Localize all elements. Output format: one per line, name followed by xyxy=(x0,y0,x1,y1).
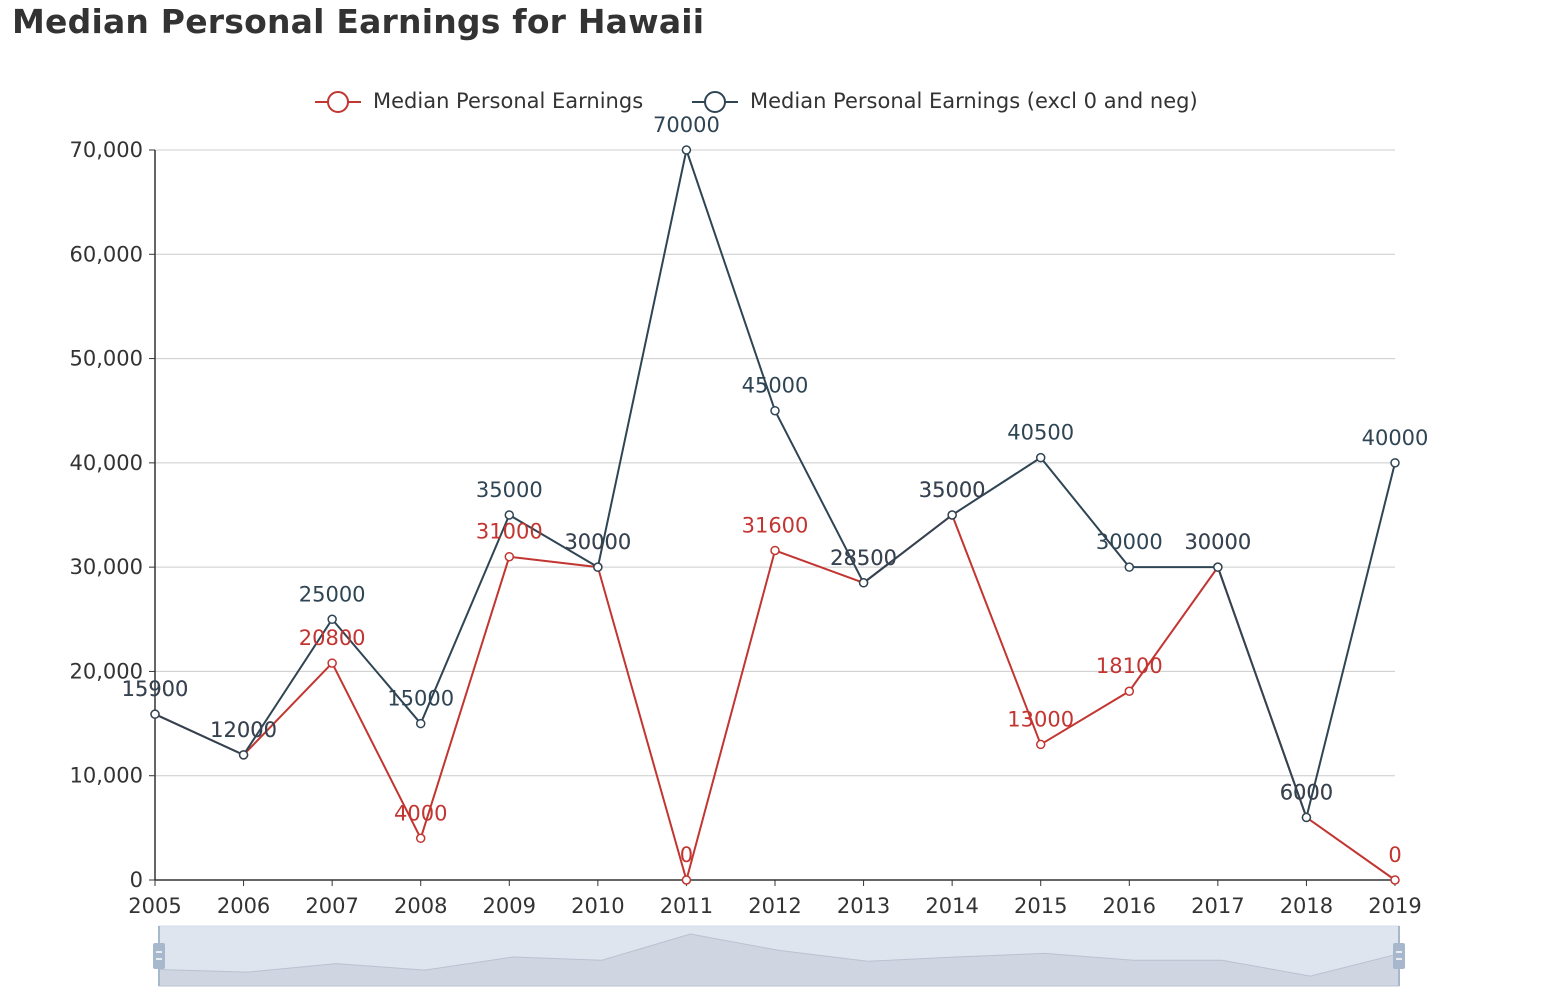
data-zoom-slider[interactable] xyxy=(153,925,1405,987)
data-point[interactable] xyxy=(681,145,692,155)
series-points xyxy=(150,145,1400,885)
x-tick-label: 2012 xyxy=(748,894,801,918)
data-label: 15900 xyxy=(122,677,189,701)
x-tick-label: 2006 xyxy=(217,894,270,918)
data-label: 31000 xyxy=(476,520,543,544)
x-axis: 2005 2006 2007 2008 2009 2010 2011 2012 2013 2014… xyxy=(128,879,1422,918)
drag-handle-icon xyxy=(153,943,165,969)
x-tick-label: 2013 xyxy=(837,894,890,918)
legend-marker-icon xyxy=(327,91,349,113)
data-label: 35000 xyxy=(919,478,986,502)
y-tick-label: 50,000 xyxy=(70,347,143,371)
data-label: 30000 xyxy=(564,530,631,554)
legend-item-1[interactable]: Median Personal Earnings xyxy=(315,89,643,113)
data-point[interactable] xyxy=(238,750,249,760)
data-labels: 15900 12000 20800 4000 31000 30000 0 31600 28500… xyxy=(122,113,1429,867)
data-point[interactable] xyxy=(327,614,337,625)
y-tick-label: 0 xyxy=(130,868,143,892)
data-label: 12000 xyxy=(210,718,277,742)
y-tick-label: 70,000 xyxy=(70,138,143,162)
data-label: 35000 xyxy=(919,478,986,502)
data-label: 30000 xyxy=(1096,530,1163,554)
data-label: 35000 xyxy=(476,478,543,502)
legend-item-2[interactable]: Median Personal Earnings (excl 0 and neg… xyxy=(692,89,1198,113)
data-label: 20800 xyxy=(299,626,366,650)
data-point[interactable] xyxy=(1035,739,1046,750)
data-label: 12000 xyxy=(210,718,277,742)
data-label: 15000 xyxy=(387,687,454,711)
y-tick-label: 10,000 xyxy=(70,764,143,788)
data-point[interactable] xyxy=(770,405,780,416)
data-label: 18100 xyxy=(1096,654,1163,678)
data-point[interactable] xyxy=(415,833,426,844)
data-point[interactable] xyxy=(504,510,515,520)
data-point[interactable] xyxy=(681,875,692,885)
data-label: 70000 xyxy=(653,113,720,137)
data-label: 0 xyxy=(1388,843,1401,867)
data-point[interactable] xyxy=(1390,875,1400,885)
data-label: 31600 xyxy=(742,513,809,537)
data-label: 13000 xyxy=(1007,707,1074,731)
grid-lines xyxy=(155,149,1395,777)
data-point[interactable] xyxy=(1035,452,1046,463)
data-point[interactable] xyxy=(593,562,603,572)
zoom-handle-left[interactable] xyxy=(153,926,165,986)
data-label: 28500 xyxy=(830,546,897,570)
x-tick-label: 2016 xyxy=(1103,894,1156,918)
zoom-handle-right[interactable] xyxy=(1393,926,1405,986)
series-line-1 xyxy=(154,514,1396,881)
data-point[interactable] xyxy=(415,718,426,729)
y-tick-label: 60,000 xyxy=(70,242,143,266)
x-tick-label: 2017 xyxy=(1191,894,1244,918)
data-point[interactable] xyxy=(1124,562,1135,572)
data-point[interactable] xyxy=(327,658,337,668)
x-tick-label: 2015 xyxy=(1014,894,1067,918)
data-point[interactable] xyxy=(150,709,160,719)
y-tick-label: 30,000 xyxy=(70,555,143,579)
page-title: Median Personal Earnings for Hawaii xyxy=(12,2,705,41)
legend-marker-icon xyxy=(704,91,726,113)
data-point[interactable] xyxy=(1390,458,1400,468)
legend[interactable]: Median Personal Earnings Median Personal … xyxy=(315,89,1198,113)
data-point[interactable] xyxy=(770,545,780,556)
data-label: 25000 xyxy=(299,582,366,606)
x-tick-label: 2005 xyxy=(128,894,181,918)
data-label: 6000 xyxy=(1280,780,1333,804)
data-label: 30000 xyxy=(564,530,631,554)
legend-label: Median Personal Earnings (excl 0 and neg… xyxy=(750,89,1198,113)
x-tick-label: 2009 xyxy=(483,894,536,918)
x-tick-label: 2011 xyxy=(660,894,713,918)
y-tick-label: 40,000 xyxy=(70,451,143,475)
data-label: 30000 xyxy=(1184,530,1251,554)
x-tick-label: 2007 xyxy=(305,894,358,918)
data-label: 28500 xyxy=(830,546,897,570)
x-tick-label: 2018 xyxy=(1280,894,1333,918)
legend-label: Median Personal Earnings xyxy=(373,89,643,113)
x-tick-label: 2019 xyxy=(1368,894,1421,918)
data-label: 45000 xyxy=(742,374,809,398)
x-tick-label: 2008 xyxy=(394,894,447,918)
data-label: 30000 xyxy=(1184,530,1251,554)
x-tick-label: 2010 xyxy=(571,894,624,918)
y-axis: 0 10,000 20,000 30,000 40,000 50,000 60,000 70,… xyxy=(70,138,156,892)
data-label: 0 xyxy=(680,843,693,867)
data-label: 40500 xyxy=(1007,421,1074,445)
zoom-preview-area xyxy=(158,933,1400,987)
drag-handle-icon xyxy=(1393,943,1405,969)
data-label: 40000 xyxy=(1362,426,1429,450)
x-tick-label: 2014 xyxy=(925,894,978,918)
data-point[interactable] xyxy=(947,510,957,520)
series-line-2 xyxy=(154,149,1396,818)
data-label: 15900 xyxy=(122,677,189,701)
data-point[interactable] xyxy=(1213,562,1223,572)
data-point[interactable] xyxy=(504,551,515,562)
data-label: 4000 xyxy=(394,801,447,825)
data-point[interactable] xyxy=(858,578,869,588)
y-tick-label: 20,000 xyxy=(70,659,143,683)
data-point[interactable] xyxy=(1124,686,1135,696)
data-label: 6000 xyxy=(1280,780,1333,804)
data-point[interactable] xyxy=(1301,812,1312,823)
